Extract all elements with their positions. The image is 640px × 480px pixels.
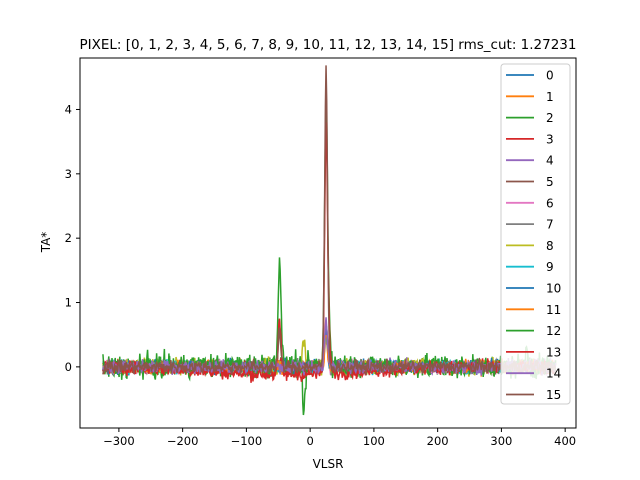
y-tick-label: 2 bbox=[65, 231, 72, 245]
x-tick-label: 200 bbox=[427, 434, 449, 448]
legend-label: 7 bbox=[546, 218, 554, 232]
legend-label: 1 bbox=[546, 90, 554, 104]
legend-label: 15 bbox=[546, 388, 561, 402]
legend-label: 5 bbox=[546, 175, 554, 189]
legend-label: 8 bbox=[546, 239, 554, 253]
x-tick-label: 400 bbox=[554, 434, 576, 448]
legend-label: 3 bbox=[546, 132, 554, 146]
x-tick-label: −200 bbox=[167, 434, 199, 448]
y-tick-label: 1 bbox=[65, 296, 72, 310]
y-tick-label: 4 bbox=[65, 102, 72, 116]
legend-label: 2 bbox=[546, 111, 554, 125]
x-tick-label: 100 bbox=[363, 434, 385, 448]
legend-label: 6 bbox=[546, 196, 554, 210]
legend-box bbox=[500, 63, 571, 405]
y-axis-label: TA* bbox=[39, 232, 53, 254]
x-tick-label: −100 bbox=[231, 434, 263, 448]
plot-frame bbox=[79, 57, 577, 429]
legend-label: 4 bbox=[546, 154, 554, 168]
chart-title: PIXEL: [0, 1, 2, 3, 4, 5, 6, 7, 8, 9, 10… bbox=[80, 37, 577, 53]
legend-label: 0 bbox=[546, 69, 554, 83]
y-tick-label: 0 bbox=[65, 360, 72, 374]
x-tick-label: 300 bbox=[490, 434, 512, 448]
x-tick-label: 0 bbox=[306, 434, 313, 448]
y-axis-ticks: 0 1 2 3 4 bbox=[65, 102, 80, 374]
y-tick-label: 3 bbox=[65, 167, 72, 181]
x-axis-label: VLSR bbox=[313, 457, 344, 471]
legend-label: 9 bbox=[546, 260, 554, 274]
x-tick-label: −300 bbox=[103, 434, 135, 448]
legend-label: 13 bbox=[546, 345, 561, 359]
legend-label: 10 bbox=[546, 282, 561, 296]
legend-label: 11 bbox=[546, 303, 561, 317]
x-axis-ticks: −300 −200 −100 0 100 200 300 400 bbox=[103, 428, 576, 448]
series-lines bbox=[102, 65, 557, 416]
series-line-15 bbox=[102, 65, 557, 376]
legend-label: 12 bbox=[546, 324, 561, 338]
legend-label: 14 bbox=[546, 367, 561, 381]
